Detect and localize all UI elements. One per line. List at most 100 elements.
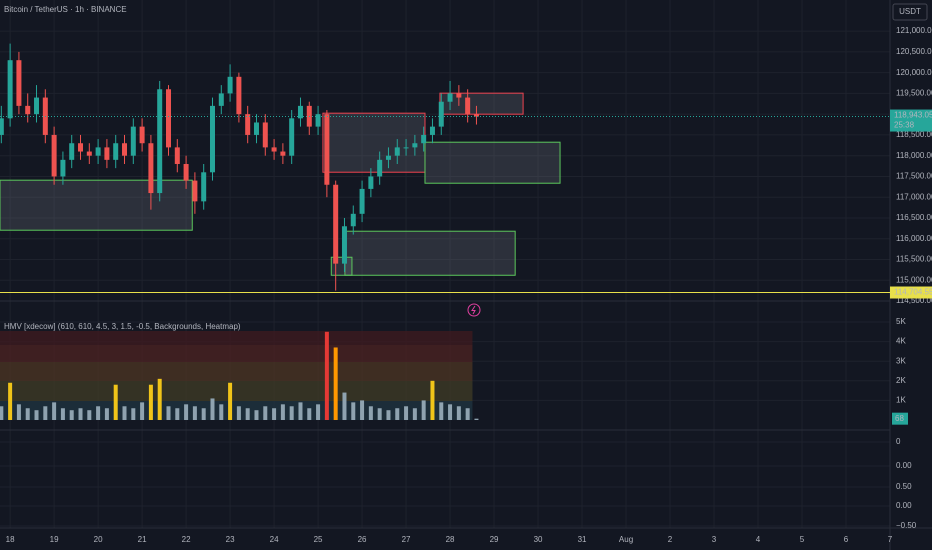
volume-bar xyxy=(280,404,285,420)
candle-body xyxy=(473,114,479,117)
candle-body xyxy=(385,155,391,160)
lightning-icon[interactable] xyxy=(467,303,481,317)
candle-body xyxy=(130,126,136,156)
volume-bar xyxy=(184,404,189,420)
volume-bar xyxy=(324,331,329,420)
candle-body xyxy=(359,188,365,214)
candle-body xyxy=(174,147,180,164)
volume-bar xyxy=(157,378,162,420)
x-tick-label: 3 xyxy=(712,535,717,544)
candle-body xyxy=(227,76,233,94)
candle-body xyxy=(78,143,84,152)
candle-body xyxy=(7,60,13,119)
order-block xyxy=(0,179,193,231)
volume-bar xyxy=(210,398,215,420)
volume-bar xyxy=(307,408,312,420)
volume-bar xyxy=(87,410,92,420)
last-volume-label: 68 xyxy=(895,414,904,423)
volume-bar xyxy=(421,400,426,420)
volume-bar xyxy=(122,406,127,420)
candle-body xyxy=(192,180,198,202)
candle-body xyxy=(368,176,374,189)
candle-body xyxy=(201,172,207,202)
candle-body xyxy=(245,114,251,135)
candle-body xyxy=(236,76,242,115)
candle-body xyxy=(218,93,224,106)
volume-bar xyxy=(430,380,435,420)
x-tick-label: 31 xyxy=(578,535,587,544)
candle-body xyxy=(412,143,418,148)
volume-bar xyxy=(342,392,347,420)
volume-bar xyxy=(245,408,250,420)
x-tick-label: 2 xyxy=(668,535,673,544)
volume-bar xyxy=(113,384,118,420)
heat-band xyxy=(0,362,473,381)
lower-tick-label: 0.50 xyxy=(896,482,912,491)
candle-body xyxy=(271,147,277,152)
volume-tick-label: 1K xyxy=(896,396,906,405)
y-tick-label: 117,000.00 xyxy=(896,192,932,201)
volume-bar xyxy=(16,404,21,420)
order-block xyxy=(424,141,561,184)
volume-bar xyxy=(263,406,268,420)
candle-body xyxy=(333,184,339,264)
candle-body xyxy=(86,151,92,156)
candle-body xyxy=(104,147,110,160)
order-block xyxy=(322,112,426,173)
volume-bar xyxy=(60,408,65,420)
volume-bar xyxy=(333,347,338,420)
y-tick-label: 120,000.00 xyxy=(896,68,932,77)
volume-bar xyxy=(316,404,321,420)
lower-tick-label: 0 xyxy=(896,437,901,446)
volume-bar xyxy=(166,406,171,420)
x-tick-label: 5 xyxy=(800,535,805,544)
volume-bar xyxy=(52,402,57,420)
candle-body xyxy=(51,134,57,177)
volume-bar xyxy=(43,406,48,420)
candle-body xyxy=(183,163,189,181)
volume-bar xyxy=(131,408,136,420)
order-block xyxy=(344,230,516,276)
volume-bar xyxy=(254,410,259,420)
volume-bar xyxy=(439,402,444,420)
x-tick-label: 26 xyxy=(358,535,367,544)
volume-bar xyxy=(96,406,101,420)
candle-body xyxy=(456,93,462,98)
candle-body xyxy=(403,147,409,149)
last-price-label: 118,943.05 xyxy=(894,111,932,120)
volume-bar xyxy=(78,408,83,420)
candle-body xyxy=(25,105,31,115)
volume-tick-label: 4K xyxy=(896,337,906,346)
x-tick-label: 27 xyxy=(402,535,411,544)
volume-bar xyxy=(219,404,224,420)
volume-bar xyxy=(289,406,294,420)
heat-band xyxy=(0,331,473,345)
candle-body xyxy=(421,134,427,144)
volume-bar xyxy=(474,418,479,420)
volume-tick-label: 5K xyxy=(896,317,906,326)
candle-body xyxy=(253,122,259,135)
candle-body xyxy=(447,93,453,102)
last-volume-bg xyxy=(892,412,908,425)
volume-bar xyxy=(412,408,417,420)
volume-bar xyxy=(386,410,391,420)
x-tick-label: 4 xyxy=(756,535,761,544)
candle-body xyxy=(377,159,383,177)
candle-body xyxy=(465,97,471,115)
volume-bar xyxy=(236,406,241,420)
volume-bar xyxy=(69,410,74,420)
currency[interactable]: USDT xyxy=(899,7,921,16)
lower-tick-label: 0.00 xyxy=(896,501,912,510)
volume-bar xyxy=(272,408,277,420)
x-tick-label: 6 xyxy=(844,535,849,544)
candle-body xyxy=(34,97,40,115)
y-tick-label: 121,000.00 xyxy=(896,26,932,35)
candle-body xyxy=(139,126,145,144)
currency-button[interactable] xyxy=(892,3,928,21)
volume-bar xyxy=(201,408,206,420)
volume-bar xyxy=(25,408,30,420)
y-tick-label: 119,500.00 xyxy=(896,89,932,98)
heat-band xyxy=(0,381,473,401)
candle-body xyxy=(122,143,128,156)
x-tick-label: 24 xyxy=(270,535,279,544)
